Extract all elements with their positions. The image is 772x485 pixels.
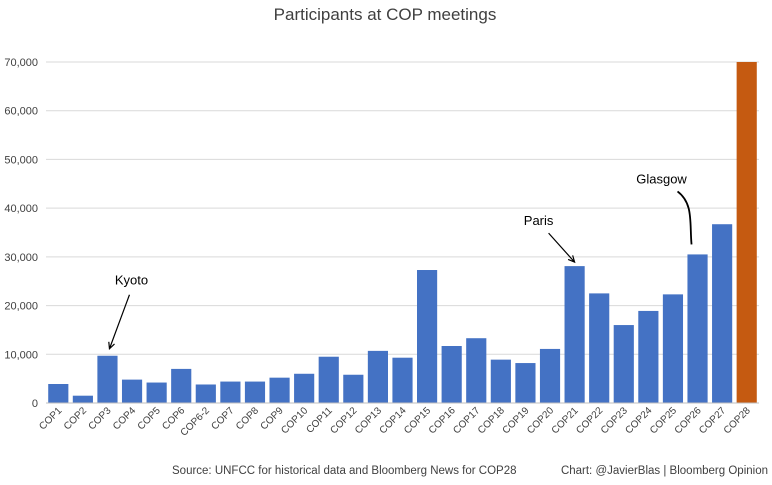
bars <box>48 62 757 403</box>
bar-cop24 <box>638 310 659 403</box>
annotation-kyoto: Kyoto <box>115 273 148 288</box>
x-tick-label: COP10 <box>279 405 310 436</box>
bar-cop20 <box>539 348 561 403</box>
chart-credit: Chart: @JavierBlas | Bloomberg Opinion <box>561 465 768 477</box>
y-tick-label: 60,000 <box>4 106 38 118</box>
bar-cop25 <box>662 294 684 403</box>
bar-cop1 <box>48 384 69 403</box>
bar-cop2 <box>72 395 93 403</box>
bar-cop7 <box>220 381 241 403</box>
annotation-paris: Paris <box>524 213 554 228</box>
bar-cop26 <box>687 254 708 403</box>
x-tick-label: COP28 <box>722 405 753 436</box>
x-tick-label: COP2 <box>62 405 89 432</box>
y-tick-label: 30,000 <box>4 252 38 264</box>
y-tick-label: 0 <box>32 398 38 410</box>
annotation-glasgow: Glasgow <box>636 171 687 186</box>
bar-cop4 <box>121 379 143 403</box>
y-tick-label: 40,000 <box>4 203 38 215</box>
bar-cop5 <box>146 382 167 403</box>
annotation-glasgow-arrow <box>676 190 693 245</box>
y-tick-label: 10,000 <box>4 349 38 361</box>
bar-cop12 <box>343 374 364 403</box>
bar-cop18 <box>490 359 511 403</box>
bar-cop15 <box>417 270 438 403</box>
bar-cop6 <box>171 368 192 403</box>
annotation-kyoto-arrow <box>108 294 131 351</box>
bar-cop17 <box>466 338 487 403</box>
bar-cop14 <box>392 357 413 403</box>
bar-cop19 <box>515 363 536 403</box>
bar-cop16 <box>441 346 462 403</box>
x-tick-label: COP5 <box>136 405 163 432</box>
x-tick-label: COP7 <box>209 405 236 432</box>
x-tick-label: COP1 <box>37 405 64 432</box>
x-axis-tick-labels: COP1COP2COP3COP4COP5COP6COP6-2COP7COP8CO… <box>37 405 753 439</box>
chart-title: Participants at COP meetings <box>274 5 497 24</box>
bar-cop9 <box>269 377 290 403</box>
bar-cop23 <box>613 325 634 403</box>
y-tick-label: 50,000 <box>4 154 38 166</box>
bar-cop28 <box>736 62 757 403</box>
bar-cop8 <box>244 381 266 403</box>
y-axis-tick-labels: 0 10,000 20,000 30,000 40,000 50,000 60,000 70,… <box>4 57 38 410</box>
bar-cop27 <box>712 224 733 403</box>
bar-cop11 <box>318 356 339 403</box>
bar-cop6-2 <box>195 384 216 403</box>
x-tick-label: COP3 <box>87 405 114 432</box>
bar-cop3 <box>97 355 118 403</box>
x-tick-label: COP8 <box>234 405 261 432</box>
y-tick-label: 20,000 <box>4 301 38 313</box>
x-tick-label: COP4 <box>111 405 138 432</box>
bar-cop22 <box>589 293 610 403</box>
y-tick-label: 70,000 <box>4 57 38 69</box>
bar-cop10 <box>294 373 315 403</box>
annotation-paris-arrow <box>548 232 576 264</box>
bar-cop21 <box>564 266 585 403</box>
source-note: Source: UNFCC for historical data and Bl… <box>172 465 517 477</box>
annotations: Kyoto Paris Glasgow <box>108 171 693 351</box>
grid-lines <box>46 61 759 355</box>
bar-cop13 <box>367 350 388 403</box>
